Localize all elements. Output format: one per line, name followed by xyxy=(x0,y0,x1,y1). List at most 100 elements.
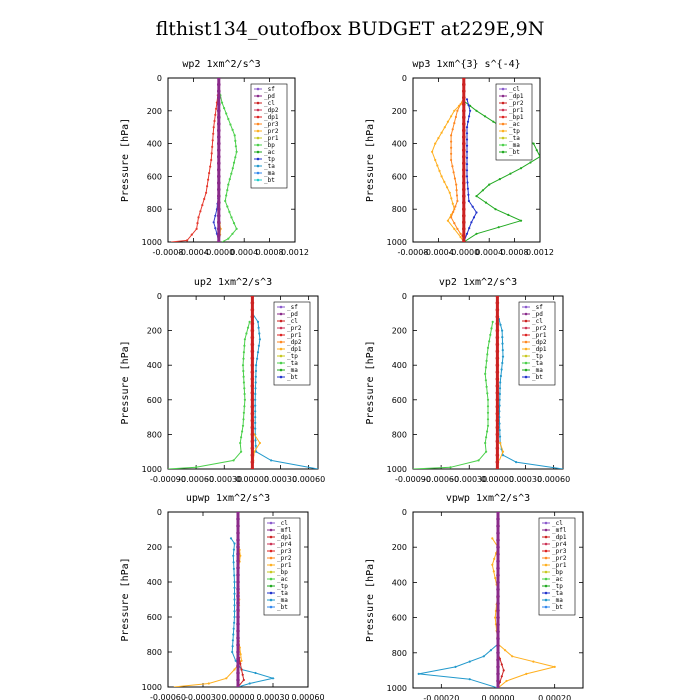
data-point xyxy=(243,344,246,347)
data-point xyxy=(495,446,500,451)
data-point xyxy=(496,665,500,669)
data-point xyxy=(256,357,259,360)
legend-entry: _ma xyxy=(509,142,520,149)
data-point xyxy=(236,517,240,521)
y-tick-label: 400 xyxy=(392,140,407,149)
data-point xyxy=(535,149,538,152)
data-point xyxy=(257,344,260,347)
legend-marker xyxy=(501,101,505,105)
data-point xyxy=(501,329,504,332)
legend-marker xyxy=(269,577,273,581)
data-point xyxy=(232,633,235,636)
data-point xyxy=(236,531,240,535)
data-point xyxy=(486,405,490,408)
data-point xyxy=(254,375,257,378)
data-point xyxy=(462,154,466,159)
data-point xyxy=(515,461,518,464)
data-point xyxy=(498,387,502,390)
data-point xyxy=(466,181,469,184)
data-point xyxy=(250,391,255,395)
data-point xyxy=(495,384,500,388)
y-tick-label: 200 xyxy=(392,543,407,552)
data-point xyxy=(486,430,489,433)
data-point xyxy=(250,439,255,444)
data-point xyxy=(496,615,500,620)
legend-entry: _pr1 xyxy=(552,562,567,569)
data-point xyxy=(465,98,469,101)
data-point xyxy=(217,220,221,225)
y-tick-label: 1000 xyxy=(142,683,162,692)
data-point xyxy=(499,381,502,384)
data-point xyxy=(455,194,459,197)
data-point xyxy=(236,538,240,542)
data-point xyxy=(489,333,492,336)
data-point xyxy=(462,135,466,139)
y-tick-label: 200 xyxy=(147,543,162,552)
data-point xyxy=(217,78,221,80)
data-point xyxy=(467,193,470,196)
legend-entry: _dp1 xyxy=(552,534,567,541)
data-point xyxy=(241,364,245,367)
legend-marker xyxy=(501,122,505,126)
data-point xyxy=(255,450,258,453)
data-point xyxy=(255,364,258,367)
data-point xyxy=(234,145,237,148)
data-point xyxy=(501,361,504,365)
data-point xyxy=(233,668,236,671)
data-point xyxy=(452,210,455,213)
data-point xyxy=(495,342,500,347)
data-point xyxy=(499,374,502,378)
data-point xyxy=(465,156,469,159)
legend-marker xyxy=(544,570,548,574)
data-point xyxy=(217,233,221,238)
data-point xyxy=(468,115,471,118)
data-point xyxy=(195,466,198,469)
data-point xyxy=(243,405,246,408)
data-point xyxy=(490,327,493,330)
data-point xyxy=(496,517,500,521)
series-line-tp xyxy=(463,99,478,242)
y-tick-label: 0 xyxy=(402,74,407,83)
legend-marker xyxy=(269,521,273,525)
data-point xyxy=(498,392,501,396)
data-point xyxy=(217,194,221,198)
x-tick-label: -0.0004 xyxy=(423,248,454,257)
legend-entry: _pr1 xyxy=(509,107,524,114)
data-point xyxy=(451,165,454,168)
data-point xyxy=(233,542,236,545)
data-point xyxy=(496,580,500,585)
legend-entry: _pr2 xyxy=(264,128,279,135)
y-tick-label: 1000 xyxy=(387,684,407,693)
legend-entry: _mfl xyxy=(277,527,292,534)
legend-marker xyxy=(269,535,273,539)
data-point xyxy=(496,643,500,648)
data-point xyxy=(231,232,234,235)
legend-marker xyxy=(544,598,548,602)
legend-marker xyxy=(256,101,260,105)
data-point xyxy=(496,587,500,592)
data-point xyxy=(217,148,221,152)
x-tick-label: 0.00020 xyxy=(538,694,571,700)
data-point xyxy=(462,187,466,192)
data-point xyxy=(443,126,446,129)
data-point xyxy=(254,404,257,407)
x-tick-label: -0.0000 xyxy=(448,248,479,257)
data-point xyxy=(231,128,234,131)
data-point xyxy=(504,649,507,652)
x-tick-label: -0.00060 xyxy=(178,475,214,484)
data-point xyxy=(203,197,206,201)
data-point xyxy=(235,227,238,230)
y-tick-label: 0 xyxy=(402,508,407,517)
data-point xyxy=(495,296,500,298)
data-point xyxy=(236,615,240,619)
data-point xyxy=(236,594,240,598)
data-point xyxy=(226,205,229,208)
data-point xyxy=(250,356,255,361)
series-line-pr1 xyxy=(218,87,238,242)
data-point xyxy=(217,207,221,211)
y-tick-label: 800 xyxy=(392,649,407,658)
x-tick-label: -0.00060 xyxy=(150,693,186,700)
data-point xyxy=(233,134,236,137)
data-point xyxy=(496,531,500,535)
legend-marker xyxy=(501,150,505,154)
